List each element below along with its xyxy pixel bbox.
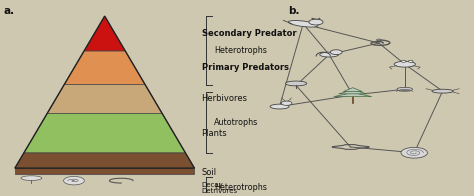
- Text: Heterotrophs: Heterotrophs: [214, 183, 267, 192]
- Circle shape: [309, 19, 323, 25]
- Polygon shape: [15, 153, 194, 168]
- Polygon shape: [343, 88, 362, 92]
- FancyBboxPatch shape: [15, 168, 194, 174]
- Ellipse shape: [319, 52, 338, 57]
- Ellipse shape: [394, 61, 415, 67]
- Polygon shape: [24, 113, 185, 153]
- Text: Secondary Predator: Secondary Predator: [201, 29, 296, 38]
- Circle shape: [401, 60, 406, 62]
- Ellipse shape: [397, 87, 412, 91]
- Circle shape: [408, 60, 413, 62]
- Text: Plants: Plants: [201, 129, 227, 138]
- Text: Heterotrophs: Heterotrophs: [214, 46, 267, 55]
- Ellipse shape: [288, 21, 318, 27]
- Polygon shape: [84, 16, 125, 51]
- Circle shape: [330, 50, 342, 55]
- Polygon shape: [64, 51, 145, 84]
- Ellipse shape: [21, 176, 42, 181]
- Text: b.: b.: [288, 6, 300, 16]
- Text: Primary Predators: Primary Predators: [201, 63, 289, 72]
- Circle shape: [64, 176, 84, 185]
- Ellipse shape: [270, 104, 289, 109]
- Circle shape: [281, 101, 292, 105]
- Ellipse shape: [285, 81, 307, 86]
- Polygon shape: [338, 90, 367, 94]
- Polygon shape: [334, 93, 372, 97]
- Ellipse shape: [432, 89, 453, 93]
- Text: Soil: Soil: [201, 168, 217, 177]
- Text: Herbivores: Herbivores: [201, 94, 247, 103]
- Text: a.: a.: [3, 6, 14, 16]
- Circle shape: [377, 39, 381, 41]
- Polygon shape: [47, 84, 162, 113]
- Text: Decay
Detrivores: Decay Detrivores: [201, 182, 237, 194]
- Circle shape: [401, 147, 428, 158]
- Text: Autotrophs: Autotrophs: [214, 118, 258, 127]
